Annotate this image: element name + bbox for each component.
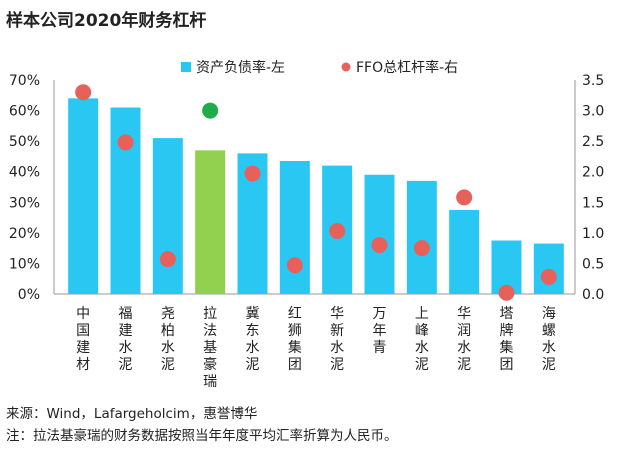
source-note: 来源：Wind，Lafargeholcim，惠誉博华 — [6, 406, 258, 422]
bar — [533, 243, 564, 294]
bar — [449, 209, 480, 294]
legend-bar-swatch — [181, 62, 191, 72]
left-tick-label: 0% — [18, 287, 40, 303]
category-label: 拉法基豪瑞 — [203, 306, 217, 390]
category-labels: 中国建材 福建水泥 尧柏水泥 拉法基豪瑞 冀东水泥 红狮集团 华新水泥 万年青 上峰水泥 华润水泥… — [76, 306, 556, 390]
category-label: 上峰水泥 — [415, 306, 429, 373]
dot — [202, 102, 219, 119]
right-tick-label: 0.5 — [582, 256, 604, 272]
dot — [329, 223, 346, 240]
left-tick-label: 30% — [9, 195, 40, 211]
category-label: 福建水泥 — [119, 306, 133, 373]
dot — [244, 165, 261, 182]
left-tick-label: 40% — [9, 165, 40, 181]
bar — [152, 138, 183, 294]
bar — [195, 150, 226, 294]
dot — [498, 284, 515, 301]
bars — [68, 98, 564, 294]
dot — [159, 251, 176, 268]
category-label: 红狮集团 — [288, 306, 302, 373]
right-tick-label: 2.5 — [582, 134, 604, 150]
legend-bar-label: 资产负债率-左 — [196, 59, 285, 76]
category-label: 中国建材 — [76, 306, 90, 373]
dots — [75, 84, 557, 301]
dot — [413, 240, 430, 257]
dot — [456, 189, 473, 206]
chart-title: 样本公司2020年财务杠杆 — [6, 11, 207, 31]
legend-dot-label: FFO总杠杆率-右 — [356, 59, 458, 76]
category-label: 华润水泥 — [457, 306, 471, 373]
legend: 资产负债率-左 FFO总杠杆率-右 — [181, 59, 458, 76]
right-tick-label: 1.5 — [582, 195, 604, 211]
right-tick-label: 3.5 — [582, 73, 604, 89]
footnote: 注：拉法基豪瑞的财务数据按照当年年度平均汇率折算为人民币。 — [6, 428, 398, 444]
left-axis: 0% 10% 20% 30% 40% 50% 60% 70% — [9, 73, 575, 303]
bar — [68, 98, 99, 294]
right-tick-label: 3.0 — [582, 104, 604, 120]
category-label: 华新水泥 — [330, 306, 344, 373]
legend-dot-swatch — [341, 62, 351, 72]
dot — [540, 268, 557, 285]
bar — [364, 174, 395, 294]
left-tick-label: 20% — [9, 226, 40, 242]
left-tick-label: 60% — [9, 104, 40, 120]
dot — [117, 134, 134, 151]
right-tick-label: 1.0 — [582, 226, 604, 242]
left-tick-label: 70% — [9, 73, 40, 89]
category-label: 冀东水泥 — [246, 306, 260, 373]
dot — [371, 237, 388, 254]
category-label: 海螺水泥 — [542, 306, 556, 373]
left-tick-label: 50% — [9, 134, 40, 150]
category-label: 万年青 — [373, 306, 387, 356]
bar — [279, 161, 310, 294]
dot — [286, 257, 303, 274]
category-label: 尧柏水泥 — [161, 306, 175, 373]
dot — [75, 84, 92, 101]
left-tick-label: 10% — [9, 256, 40, 272]
bar — [406, 180, 437, 294]
right-tick-label: 2.0 — [582, 165, 604, 181]
category-label: 塔牌集团 — [500, 306, 514, 373]
right-tick-label: 0.0 — [582, 287, 604, 303]
right-axis: 0.0 0.5 1.0 1.5 2.0 2.5 3.0 3.5 — [574, 73, 604, 303]
